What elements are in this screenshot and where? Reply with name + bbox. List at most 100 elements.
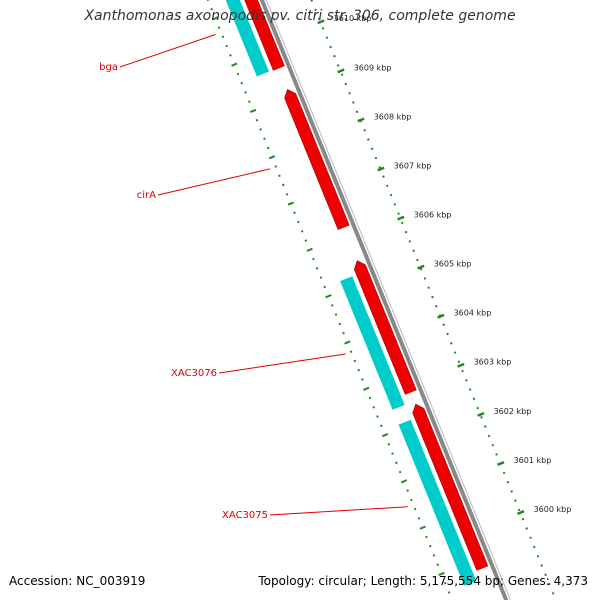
ruler-dot	[416, 258, 419, 262]
inner-tick-mark	[398, 470, 402, 474]
inner-tick-mark	[330, 304, 334, 307]
ruler-dot	[465, 378, 468, 382]
inner-tick-mark	[306, 247, 313, 252]
inner-tick-mark	[249, 108, 257, 114]
inner-tick-mark	[368, 396, 372, 400]
gene-label-leader	[157, 168, 271, 196]
gene-label: XAC3076	[171, 368, 217, 379]
inner-tick-mark	[236, 72, 240, 76]
ruler-major-tick	[377, 166, 385, 172]
ruler-tick-label: 3607 kbp	[394, 161, 432, 170]
inner-tick-mark	[417, 517, 421, 520]
ruler-dot	[521, 517, 525, 521]
inner-tick-mark	[285, 192, 289, 196]
ruler-dot	[461, 369, 464, 373]
inner-tick-mark	[212, 16, 219, 21]
inner-tick-mark	[300, 229, 304, 233]
ruler-dot	[453, 351, 457, 354]
gene-label: bga	[99, 62, 118, 73]
inner-tick-mark	[432, 554, 436, 557]
ruler-major-tick	[497, 461, 505, 466]
ruler-dot	[517, 508, 521, 512]
ruler-dot	[351, 101, 355, 104]
ruler-major-tick	[457, 362, 465, 368]
inner-tick-mark	[225, 44, 229, 48]
ruler-dot	[333, 54, 336, 58]
inner-tick-mark	[419, 525, 426, 530]
genome-backbone-edge	[265, 0, 511, 600]
ruler-dot	[544, 573, 547, 577]
ruler-tick-label: 3609 kbp	[354, 63, 392, 72]
ruler-tick-label: 3608 kbp	[374, 112, 412, 121]
ruler-dot	[525, 527, 529, 530]
inner-tick-mark	[447, 591, 451, 594]
inner-tick-mark	[263, 137, 266, 141]
inner-tick-mark	[325, 294, 332, 299]
ruler-dot	[329, 45, 332, 49]
ruler-dot	[408, 240, 412, 243]
ruler-dot	[551, 591, 555, 595]
ruler-dot	[367, 138, 370, 141]
ruler-dot	[502, 471, 506, 475]
ruler-dot	[480, 416, 483, 419]
inner-tick-mark	[361, 378, 364, 381]
inner-tick-mark	[425, 535, 428, 539]
ruler-major-tick	[397, 215, 405, 221]
forward-gene-feature	[284, 88, 350, 230]
ruler-dot	[385, 184, 389, 188]
ruler-dot	[446, 332, 449, 336]
ruler-dot	[348, 91, 351, 95]
inner-tick-mark	[428, 544, 432, 548]
inner-tick-mark	[255, 118, 259, 122]
inner-tick-mark	[372, 405, 375, 409]
ruler-dot	[321, 27, 325, 30]
inner-tick-mark	[334, 313, 338, 316]
inner-tick-mark	[387, 442, 391, 446]
gene-label: XAC3075	[222, 510, 268, 521]
inner-tick-mark	[406, 489, 409, 492]
inner-tick-mark	[363, 386, 370, 391]
labels-layer: bga cirA XAC3076 XAC3075	[99, 34, 408, 521]
inner-tick-mark	[266, 146, 270, 150]
genome-backbone	[259, 0, 509, 600]
inner-tick-mark	[229, 54, 232, 57]
inner-tick-mark	[293, 211, 296, 215]
forward-gene-feature	[412, 403, 489, 571]
gene-label: cirA	[137, 190, 156, 201]
inner-tick-mark	[349, 350, 353, 354]
inner-tick-mark	[304, 239, 308, 242]
ruler-dot	[336, 64, 340, 67]
inner-tick-mark	[438, 571, 445, 577]
inner-tick-mark	[210, 7, 213, 11]
ruler-major-tick	[417, 264, 425, 270]
ruler-dot	[506, 480, 510, 484]
ruler-dot	[344, 82, 348, 86]
ruler-dot	[374, 156, 378, 160]
gene-label-leader	[218, 353, 346, 374]
inner-tick-mark	[217, 26, 221, 29]
inner-tick-mark	[278, 174, 281, 178]
inner-tick-mark	[221, 35, 225, 39]
inner-tick-mark	[315, 267, 319, 270]
ruler-dot	[449, 341, 453, 345]
features-layer	[224, 0, 511, 600]
ruler-dot	[442, 323, 446, 327]
ruler-tick-label: 3601 kbp	[514, 456, 552, 465]
inner-tick-mark	[444, 581, 447, 585]
inner-tick-mark	[357, 368, 360, 372]
ruler-dot	[514, 499, 517, 503]
inner-tick-mark	[268, 155, 276, 160]
ruler-major-tick	[437, 313, 445, 319]
ruler-dot	[340, 73, 344, 77]
ruler-dot	[314, 8, 317, 12]
inner-tick-mark	[344, 340, 351, 345]
ruler-dot	[540, 564, 544, 567]
ruler-dot	[491, 443, 495, 447]
ruler-dot	[423, 277, 427, 280]
inner-tick-mark	[244, 91, 247, 94]
ruler-dot	[427, 286, 431, 290]
inner-tick-mark	[323, 285, 327, 289]
reverse-gene-feature	[338, 274, 406, 412]
